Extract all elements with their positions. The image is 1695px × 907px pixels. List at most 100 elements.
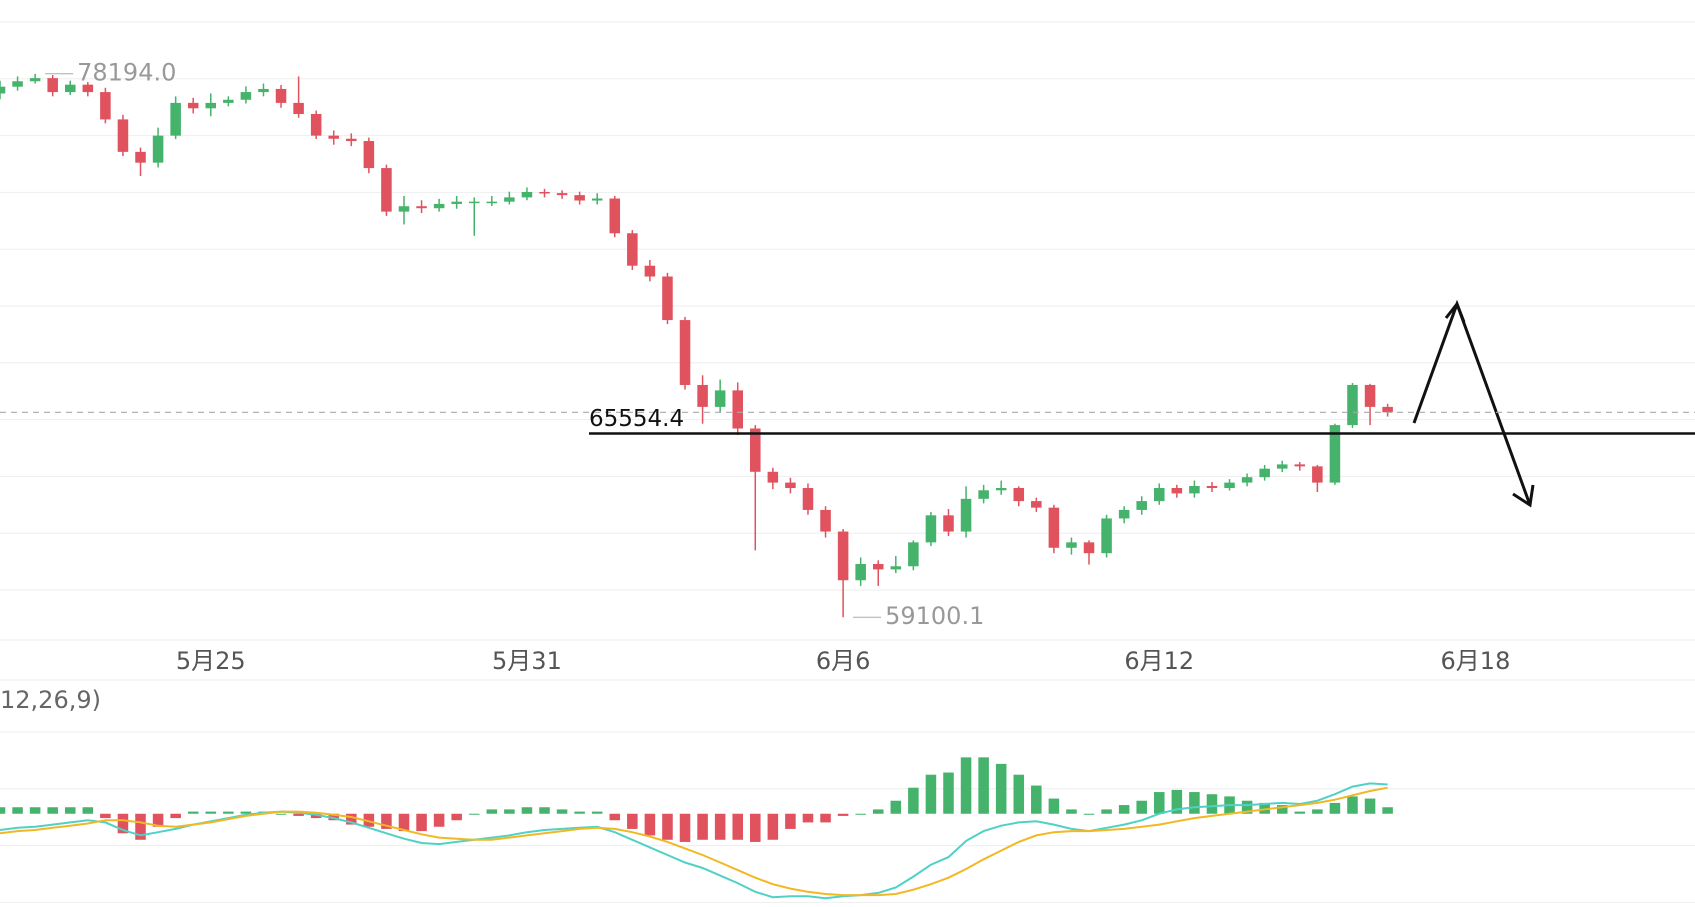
macd-hist-bar: [925, 774, 937, 814]
candle-body: [697, 384, 708, 407]
candle-body: [1241, 477, 1253, 483]
candle-body: [82, 84, 94, 93]
candle-body: [1347, 384, 1358, 426]
macd-hist-bar: [1118, 805, 1130, 814]
candle-body: [328, 135, 339, 139]
candle-body: [1364, 384, 1376, 407]
macd-hist-bar: [275, 813, 287, 815]
candle-body: [293, 102, 304, 114]
macd-hist-bar: [100, 813, 111, 819]
arrow-head: [1444, 301, 1466, 323]
level-label: 65554.4: [589, 406, 684, 432]
candle-body: [574, 195, 585, 201]
macd-hist-bar: [223, 811, 234, 814]
macd-hist-bar: [82, 807, 94, 814]
candle-body: [908, 542, 919, 567]
x-tick-label: 6月12: [1124, 647, 1194, 675]
candle-body: [1083, 542, 1095, 554]
candle-body: [1048, 507, 1060, 548]
macd-hist-bar: [539, 807, 550, 814]
macd-hist-bar: [117, 813, 129, 834]
candle-body: [837, 531, 849, 581]
candle-body: [416, 206, 427, 209]
candle-body: [310, 113, 322, 136]
macd-hist-bar: [1206, 794, 1218, 814]
macd-hist-bar: [609, 813, 621, 821]
macd-hist-bar: [1066, 809, 1077, 814]
candle-body: [100, 92, 111, 120]
candle-body: [943, 515, 954, 532]
macd-hist-bar: [1259, 802, 1270, 814]
macd-hist-bar: [837, 813, 849, 816]
candle-body: [1206, 486, 1218, 489]
candle-body: [0, 86, 6, 94]
candle-body: [1118, 509, 1130, 519]
macd-hist-bar: [328, 813, 339, 821]
macd-label: 12,26,9): [0, 686, 101, 714]
macd-hist-bar: [363, 813, 375, 827]
macd-hist-bar: [152, 813, 164, 827]
macd-hist-bar: [521, 807, 533, 814]
macd-hist-bar: [960, 757, 972, 814]
candle-body: [468, 201, 480, 204]
macd-hist-bar: [943, 772, 954, 814]
candle-body: [591, 198, 603, 201]
macd-hist-bar: [1154, 792, 1165, 814]
candle-body: [223, 99, 234, 103]
candle-body: [802, 488, 814, 510]
candle-body: [978, 490, 989, 499]
macd-hist-bar: [872, 809, 884, 814]
max-label: 78194.0: [77, 59, 176, 87]
macd-hist-bar: [644, 813, 656, 836]
candle-body: [205, 102, 217, 109]
candle-body: [644, 265, 656, 277]
macd-hist-bar: [468, 813, 480, 815]
candle-body: [433, 203, 445, 209]
macd-hist-bar: [1048, 798, 1060, 814]
macd-hist-bar: [1382, 807, 1393, 814]
candle-body: [1136, 501, 1147, 510]
macd-hist-bar: [890, 800, 902, 814]
candle-body: [1171, 488, 1183, 494]
candle-body: [152, 135, 164, 163]
candle-body: [732, 390, 743, 429]
candle-body: [12, 81, 23, 87]
macd-hist-bar: [187, 811, 199, 814]
macd-hist-bar: [433, 813, 445, 827]
macd-hist-bar: [293, 813, 304, 816]
x-tick-label: 5月31: [492, 647, 562, 675]
candle-body: [170, 102, 181, 136]
candle-body: [381, 168, 392, 212]
candle-body: [925, 515, 937, 543]
macd-hist-bar: [820, 813, 831, 823]
x-tick-label: 6月18: [1441, 647, 1511, 675]
macd-hist-bar: [662, 813, 673, 840]
candle-body: [820, 509, 831, 532]
candle-body: [855, 564, 866, 581]
macd-hist-bar: [697, 813, 708, 840]
candle-body: [117, 119, 129, 152]
macd-hist-bar: [785, 813, 796, 829]
candle-body: [1154, 488, 1165, 502]
candle-body: [556, 193, 568, 196]
x-tick-label: 6月6: [816, 647, 871, 675]
macd-hist-bar: [1171, 789, 1183, 814]
macd-hist-bar: [714, 813, 726, 840]
macd-hist-bar: [1276, 805, 1288, 814]
forecast-path: [1412, 299, 1532, 506]
macd-hist-bar: [504, 809, 515, 814]
macd-hist-bar: [135, 813, 146, 840]
candle-body: [504, 197, 515, 202]
macd-hist-bar: [0, 807, 6, 814]
arrow-head: [1512, 484, 1535, 508]
grid: [0, 21, 1695, 903]
macd-hist-bar: [591, 811, 603, 814]
candle-body: [995, 488, 1007, 491]
candle-body: [1382, 406, 1393, 413]
macd-hist-bar: [310, 813, 322, 819]
candle-body: [187, 102, 199, 109]
min-label: 59100.1: [885, 602, 984, 630]
macd-hist-bar: [978, 757, 989, 814]
candle-body: [1224, 482, 1235, 489]
